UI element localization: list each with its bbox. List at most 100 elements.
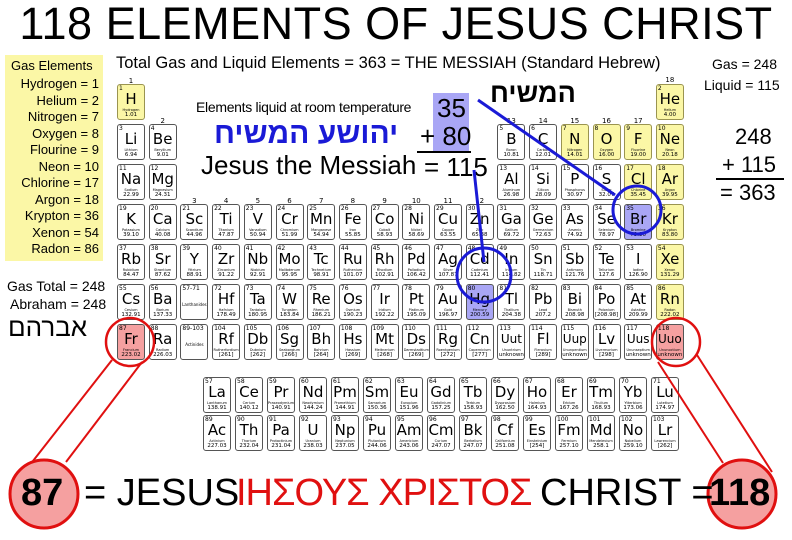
element-tile-db[interactable]: 105 Db Dubnium [262] <box>243 324 272 360</box>
element-tile-te[interactable]: 52 Te Tellurium 127.6 <box>592 244 621 280</box>
element-tile-si[interactable]: 14 Si Silicon 28.09 <box>529 164 558 200</box>
element-tile-ne[interactable]: 10 Ne Neon 20.18 <box>655 124 684 160</box>
element-tile-bi[interactable]: 83 Bi Bismuth 208.98 <box>560 284 589 320</box>
element-tile-sb[interactable]: 51 Sb Antimony 121.76 <box>560 244 589 280</box>
element-tile-tb[interactable]: 65 Tb Terbium 158.93 <box>459 377 487 413</box>
element-tile-na[interactable]: 11 Na Sodium 22.99 <box>117 164 145 200</box>
element-tile-cd[interactable]: 48 Cd Cadmium 112.41 <box>465 244 494 280</box>
element-tile-fe[interactable]: 26 Fe Iron 55.85 <box>338 204 367 240</box>
element-tile-rg[interactable]: 111 Rg Roentgenium [272] <box>434 324 462 360</box>
element-tile-pm[interactable]: 61 Pm Promethium 144.91 <box>331 377 359 413</box>
element-tile-kr[interactable]: 36 Kr Krypton 83.80 <box>655 204 684 240</box>
element-tile-mo[interactable]: 42 Mo Molibdenum 95.95 <box>275 244 304 280</box>
element-tile-he[interactable]: 2 He Helium 4.00 <box>655 84 684 120</box>
element-tile-ba[interactable]: 56 Ba Barium 137.33 <box>148 284 177 320</box>
element-tile-au[interactable]: 79 Au Gold 196.97 <box>434 284 462 320</box>
element-tile-h[interactable]: 1 H Hydrogen 1.01 <box>117 84 145 120</box>
element-tile-sr[interactable]: 38 Sr Strontium 87.62 <box>148 244 177 280</box>
element-tile-tl[interactable]: 81 Tl Thallium 204.38 <box>497 284 526 320</box>
element-tile-be[interactable]: 4 Be Beryllium 9.01 <box>148 124 177 160</box>
element-tile-zn[interactable]: 30 Zn Zinc 65.38 <box>465 204 494 240</box>
element-tile-co[interactable]: 27 Co Cobalt 58.93 <box>370 204 399 240</box>
element-tile-rh[interactable]: 45 Rh Rhodium 102.91 <box>370 244 399 280</box>
element-tile-hs[interactable]: 108 Hs Hassium [269] <box>338 324 367 360</box>
element-tile-mg[interactable]: 12 Mg Magnesium 24.31 <box>148 164 177 200</box>
element-tile-ru[interactable]: 44 Ru Ruthenium 101.07 <box>338 244 367 280</box>
element-tile-bh[interactable]: 107 Bh Bohrium [264] <box>307 324 336 360</box>
element-tile-cl[interactable]: 17 Cl Chlorine 35.45 <box>624 164 653 200</box>
element-tile-lv[interactable]: 116 Lv Livermorium [298] <box>592 324 621 360</box>
element-tile-rn[interactable]: 86 Rn Radon 222.02 <box>655 284 684 320</box>
element-tile-no[interactable]: 102 No Nobelium 259.10 <box>619 415 647 451</box>
element-tile-in[interactable]: 49 In Indium 114.82 <box>497 244 526 280</box>
element-tile-ir[interactable]: 77 Ir Iridium 192.22 <box>370 284 399 320</box>
element-tile-mt[interactable]: 109 Mt Meitnerium [268] <box>370 324 399 360</box>
element-tile-ag[interactable]: 47 Ag Silver 107.87 <box>434 244 462 280</box>
element-tile-tc[interactable]: 43 Tc Technetium 98.91 <box>307 244 336 280</box>
element-tile-b[interactable]: 5 B Boron 10.81 <box>497 124 526 160</box>
element-tile-cf[interactable]: 98 Cf Californium 251.08 <box>491 415 519 451</box>
element-tile-pt[interactable]: 78 Pt Platinum 195.09 <box>402 284 431 320</box>
element-tile-sc[interactable]: 21 Sc Scandium 44.96 <box>180 204 209 240</box>
element-tile-md[interactable]: 101 Md Mendelevium 258.1 <box>587 415 615 451</box>
element-tile-pd[interactable]: 46 Pd Palladium 106.42 <box>402 244 431 280</box>
element-tile-ta[interactable]: 73 Ta Tantalum 180.95 <box>243 284 272 320</box>
element-tile-yb[interactable]: 70 Yb Ytterbium 173.06 <box>619 377 647 413</box>
element-tile-uut[interactable]: 113 Uut Ununtrium unknown <box>497 324 526 360</box>
element-tile-sm[interactable]: 62 Sm Samarium 150.36 <box>363 377 391 413</box>
element-tile-ge[interactable]: 32 Ge Germanium 72.63 <box>529 204 558 240</box>
element-tile-se[interactable]: 34 Se Selenium 78.97 <box>592 204 621 240</box>
element-tile-o[interactable]: 8 O Oxygen 16.00 <box>592 124 621 160</box>
element-tile-ra[interactable]: 88 Ra Radium 226.03 <box>148 324 177 360</box>
element-tile-li[interactable]: 3 Li Lithium 6.94 <box>117 124 145 160</box>
element-tile-c[interactable]: 6 C Carbon 12.01 <box>529 124 558 160</box>
element-tile-cu[interactable]: 29 Cu Copper 63.55 <box>434 204 462 240</box>
element-tile-uuo[interactable]: 118 Uuo Ununoctium unknown <box>655 324 684 360</box>
element-tile-k[interactable]: 19 K Potassium 39.10 <box>117 204 145 240</box>
element-tile-fm[interactable]: 100 Fm Fermium 257.10 <box>555 415 583 451</box>
element-tile-al[interactable]: 13 Al Aluminum 26.98 <box>497 164 526 200</box>
element-tile-ti[interactable]: 22 Ti Titanium 47.87 <box>212 204 241 240</box>
element-tile-zr[interactable]: 40 Zr Zirconium 91.22 <box>212 244 241 280</box>
element-tile-lr[interactable]: 103 Lr Lawrencium [262] <box>651 415 679 451</box>
element-tile-ac[interactable]: 89 Ac Actinium 227.03 <box>203 415 231 451</box>
element-tile-tm[interactable]: 69 Tm Thulium 168.93 <box>587 377 615 413</box>
element-tile-la[interactable]: 57 La Lanthanum 138.91 <box>203 377 231 413</box>
element-tile-pu[interactable]: 94 Pu Plutonium 244.06 <box>363 415 391 451</box>
element-tile-y[interactable]: 39 Y Yttrium 88.91 <box>180 244 209 280</box>
element-tile-ga[interactable]: 31 Ga Gallium 69.72 <box>497 204 526 240</box>
element-tile-sn[interactable]: 50 Sn Tin 118.71 <box>529 244 558 280</box>
element-tile-cm[interactable]: 96 Cm Curium 247.07 <box>427 415 455 451</box>
element-tile-dy[interactable]: 66 Dy Dysprosium 162.50 <box>491 377 519 413</box>
element-tile-os[interactable]: 76 Os Osmium 190.23 <box>338 284 367 320</box>
element-tile-s[interactable]: 16 S Sulfur 32.07 <box>592 164 621 200</box>
element-tile-nb[interactable]: 41 Nb Niobium 92.91 <box>243 244 272 280</box>
element-tile-np[interactable]: 93 Np Neptunium 237.05 <box>331 415 359 451</box>
element-tile-gd[interactable]: 64 Gd Gadolinium 157.25 <box>427 377 455 413</box>
element-tile-as[interactable]: 33 As Arsenic 74.92 <box>560 204 589 240</box>
element-tile-f[interactable]: 9 F Fluorine 19.00 <box>624 124 653 160</box>
element-tile-th[interactable]: 90 Th Thorium 232.04 <box>235 415 263 451</box>
element-tile-w[interactable]: 74 W Tungsten 183.84 <box>275 284 304 320</box>
element-tile-p[interactable]: 15 P Phosphorus 30.97 <box>560 164 589 200</box>
element-tile-fr[interactable]: 87 Fr Francium 223.02 <box>117 324 145 360</box>
element-tile-u[interactable]: 92 U Uranium 238.03 <box>299 415 327 451</box>
element-tile-ce[interactable]: 58 Ce Cerium 140.12 <box>235 377 263 413</box>
element-tile-bk[interactable]: 97 Bk Berkelium 247.07 <box>459 415 487 451</box>
element-tile-n[interactable]: 7 N Nitrogen 14.01 <box>560 124 589 160</box>
element-tile-ca[interactable]: 20 Ca Calcium 40.08 <box>148 204 177 240</box>
element-tile-pa[interactable]: 91 Pa Protactinium 231.04 <box>267 415 295 451</box>
element-tile-hf[interactable]: 72 Hf Hafnium 178.49 <box>212 284 241 320</box>
element-tile-lu[interactable]: 71 Lu Lutetium 174.97 <box>651 377 679 413</box>
element-tile-rf[interactable]: 104 Rf Rutherfordium [261] <box>212 324 241 360</box>
element-tile-po[interactable]: 84 Po Polonium [208.98] <box>592 284 621 320</box>
element-tile-rb[interactable]: 37 Rb Rubidium 84.47 <box>117 244 145 280</box>
element-tile-v[interactable]: 23 V Vanadium 50.94 <box>243 204 272 240</box>
element-tile-at[interactable]: 85 At Astatine 209.99 <box>624 284 653 320</box>
element-tile-er[interactable]: 68 Er Erbium 167.26 <box>555 377 583 413</box>
element-tile-fl[interactable]: 114 Fl Flerovium [289] <box>529 324 558 360</box>
element-tile-ds[interactable]: 110 Ds Darmstadtium [269] <box>402 324 431 360</box>
element-tile-pr[interactable]: 59 Pr Praseodymium 140.91 <box>267 377 295 413</box>
element-tile-uus[interactable]: 117 Uus Ununseptium unknown <box>624 324 653 360</box>
element-tile-cs[interactable]: 55 Cs Cesium 132.91 <box>117 284 145 320</box>
